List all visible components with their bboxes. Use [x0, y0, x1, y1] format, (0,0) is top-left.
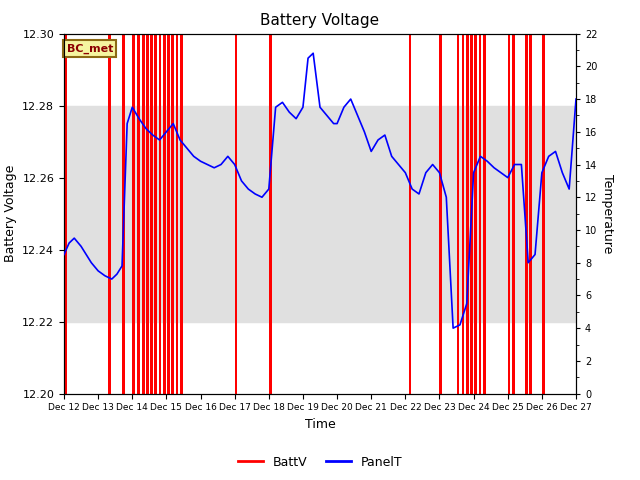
Bar: [167, 34, 170, 394]
Bar: [142, 34, 145, 394]
Bar: [508, 34, 511, 394]
Bar: [64, 106, 576, 322]
Bar: [146, 34, 148, 394]
Bar: [479, 34, 481, 394]
Bar: [180, 34, 183, 394]
Bar: [474, 34, 477, 394]
Bar: [64, 34, 67, 394]
Bar: [132, 34, 135, 394]
Legend: BattV, PanelT: BattV, PanelT: [232, 451, 408, 474]
X-axis label: Time: Time: [305, 418, 335, 431]
Bar: [108, 34, 111, 394]
Bar: [483, 34, 486, 394]
Bar: [456, 34, 460, 394]
Bar: [440, 34, 442, 394]
Bar: [409, 34, 412, 394]
Y-axis label: Temperature: Temperature: [601, 174, 614, 253]
Bar: [163, 34, 166, 394]
Bar: [269, 34, 271, 394]
Bar: [171, 34, 174, 394]
Bar: [461, 34, 465, 394]
Bar: [512, 34, 515, 394]
Bar: [154, 34, 157, 394]
Bar: [470, 34, 473, 394]
Bar: [525, 34, 527, 394]
Bar: [175, 34, 179, 394]
Bar: [466, 34, 469, 394]
Bar: [159, 34, 161, 394]
Title: Battery Voltage: Battery Voltage: [260, 13, 380, 28]
Text: BC_met: BC_met: [67, 44, 113, 54]
Bar: [150, 34, 153, 394]
Bar: [529, 34, 532, 394]
Y-axis label: Battery Voltage: Battery Voltage: [4, 165, 17, 262]
Bar: [235, 34, 237, 394]
Bar: [122, 34, 125, 394]
Bar: [542, 34, 545, 394]
Bar: [138, 34, 140, 394]
